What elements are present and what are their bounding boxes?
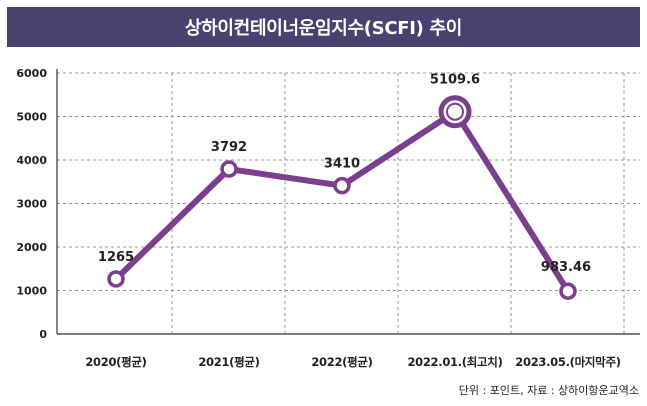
data-point bbox=[107, 270, 125, 288]
data-label: 3410 bbox=[324, 157, 360, 172]
x-tick-label: 2023.05.(마지막주) bbox=[515, 355, 620, 369]
data-point bbox=[559, 282, 577, 300]
y-tick-label: 3000 bbox=[16, 198, 47, 211]
data-point bbox=[333, 176, 351, 195]
x-tick-label: 2021(평균) bbox=[198, 355, 259, 369]
data-point-highlight-inner bbox=[446, 102, 464, 121]
source-note: 단위 : 포인트, 자료 : 상하이항운교역소 bbox=[458, 384, 639, 397]
data-label: 3792 bbox=[211, 140, 247, 155]
y-tick-label: 1000 bbox=[16, 285, 47, 298]
data-label: 1265 bbox=[98, 250, 134, 265]
data-label: 983.46 bbox=[541, 260, 591, 275]
x-tick-label: 2020(평균) bbox=[85, 355, 146, 369]
y-tick-label: 2000 bbox=[16, 241, 47, 254]
x-tick-label: 2022.01.(최고치) bbox=[407, 355, 502, 369]
series-line bbox=[113, 108, 571, 295]
data-point bbox=[220, 160, 238, 178]
y-tick-label: 4000 bbox=[16, 154, 47, 167]
y-tick-label: 0 bbox=[39, 328, 47, 341]
x-tick-label: 2022(평균) bbox=[311, 355, 372, 369]
y-tick-label: 6000 bbox=[16, 67, 47, 80]
chart-title: 상하이컨테이너운임지수(SCFI) 추이 bbox=[7, 7, 640, 47]
y-tick-label: 5000 bbox=[16, 111, 47, 124]
data-label: 5109.6 bbox=[430, 73, 480, 88]
